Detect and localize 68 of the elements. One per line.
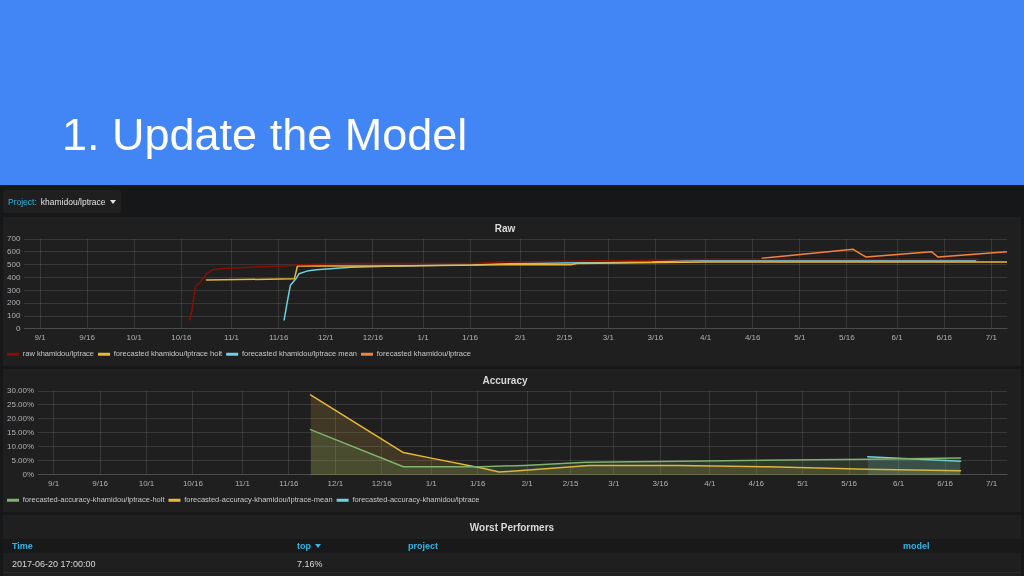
x-tick-label: 12/1 — [327, 478, 344, 488]
x-tick-label: 4/1 — [704, 478, 716, 488]
x-tick-label: 11/1 — [224, 332, 240, 342]
x-tick-label: 3/1 — [608, 478, 620, 488]
x-tick-label: 11/16 — [279, 478, 300, 488]
x-tick-label: 3/16 — [652, 478, 669, 488]
x-tick-label: 3/1 — [602, 332, 615, 342]
x-tick-label: 12/16 — [371, 478, 393, 488]
x-tick-label: 10/16 — [182, 478, 204, 488]
x-tick-label: 5/1 — [794, 332, 806, 342]
chart-title: Raw — [494, 222, 516, 234]
x-tick-label: 12/1 — [317, 332, 335, 342]
x-tick-label: 9/1 — [34, 332, 47, 342]
text: 1. Update the Model — [62, 109, 468, 160]
y-tick-label: 600 — [6, 247, 21, 257]
x-tick-label: 9/1 — [48, 478, 60, 488]
x-tick-label: 7/1 — [985, 332, 998, 342]
x-tick-label: 4/16 — [748, 478, 765, 488]
x-tick-label: 10/1 — [126, 332, 143, 342]
text: Worst Performers — [468, 522, 556, 534]
x-tick-label: 1/1 — [425, 478, 438, 488]
text: 2017-06-20 17:00:00 — [12, 558, 96, 570]
x-tick-label: 11/16 — [268, 332, 289, 342]
x-tick-label: 9/16 — [92, 478, 109, 488]
x-tick-label: 2/1 — [521, 478, 534, 488]
x-tick-label: 10/1 — [138, 478, 155, 488]
text: project — [408, 540, 439, 552]
x-tick-label: 2/15 — [556, 332, 573, 342]
y-tick-label: 10.00% — [6, 442, 35, 452]
x-tick-label: 6/1 — [891, 332, 904, 342]
text: model — [903, 540, 930, 552]
x-tick-label: 6/1 — [893, 478, 905, 488]
x-tick-label: 4/1 — [700, 332, 712, 342]
x-tick-label: 4/16 — [744, 332, 762, 342]
x-tick-label: 7/1 — [985, 478, 998, 488]
y-tick-label: 500 — [6, 259, 21, 269]
y-tick-label: 0 — [15, 324, 21, 334]
x-tick-label: 1/1 — [417, 332, 430, 342]
y-tick-label: 15.00% — [6, 428, 35, 438]
x-tick-label: 9/16 — [79, 332, 96, 342]
y-tick-label: 200 — [6, 298, 21, 308]
x-tick-label: 6/16 — [937, 478, 954, 488]
y-tick-label: 0% — [22, 470, 35, 480]
dropdown-field: Project: khamidou/lptrace — [3, 190, 121, 213]
y-tick-label: 30.00% — [6, 386, 35, 396]
x-tick-label: 5/16 — [841, 478, 858, 488]
text: Time — [12, 540, 33, 552]
y-tick-label: 300 — [6, 285, 21, 295]
text: 7.16% — [297, 558, 323, 570]
x-tick-label: 1/16 — [462, 332, 479, 342]
x-tick-label: 5/1 — [797, 478, 809, 488]
x-tick-label: 12/16 — [362, 332, 384, 342]
y-tick-label: 100 — [6, 311, 21, 321]
x-tick-label: 6/16 — [936, 332, 953, 342]
x-tick-label: 2/15 — [562, 478, 579, 488]
text: top — [297, 540, 311, 552]
x-tick-label: 2/1 — [514, 332, 527, 342]
x-tick-label: 1/16 — [469, 478, 487, 488]
y-tick-label: 700 — [6, 234, 21, 244]
y-tick-label: 400 — [6, 272, 21, 282]
x-tick-label: 10/16 — [171, 332, 192, 342]
y-tick-label: 20.00% — [6, 414, 35, 424]
chart-title: Accuracy — [482, 374, 528, 386]
x-tick-label: 3/16 — [647, 332, 664, 342]
y-tick-label: 25.00% — [6, 400, 35, 410]
x-tick-label: 5/16 — [839, 332, 856, 342]
x-tick-label: 11/1 — [234, 478, 251, 488]
y-tick-label: 5.00% — [11, 456, 35, 466]
